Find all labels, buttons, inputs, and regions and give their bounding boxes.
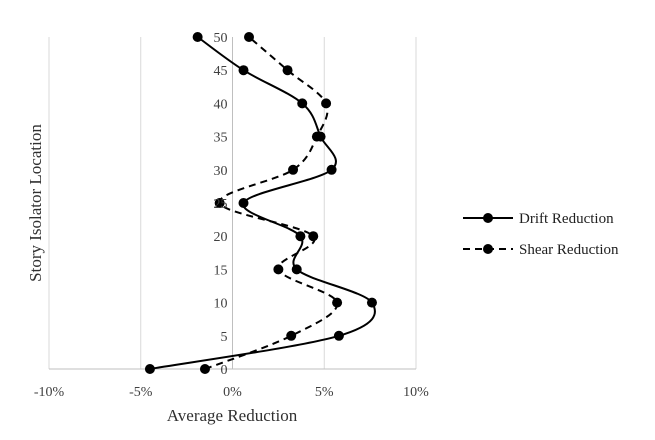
- y-tick-label: 20: [214, 230, 228, 245]
- y-tick-label: 5: [221, 330, 228, 345]
- data-point-shear: [311, 131, 322, 142]
- data-point-drift: [366, 297, 377, 308]
- grid-lines: [48, 37, 417, 369]
- legend-label-shear: Shear Reduction: [519, 242, 619, 258]
- y-tick-label: 40: [214, 97, 228, 112]
- legend-label-drift: Drift Reduction: [519, 211, 614, 227]
- data-point-drift: [238, 198, 249, 208]
- series-line-shear: [204, 36, 339, 370]
- data-point-shear: [288, 164, 299, 175]
- y-tick-label: 25: [214, 197, 228, 212]
- data-point-drift: [326, 164, 337, 175]
- x-axis-title: Average Reduction: [167, 406, 298, 425]
- x-tick-label: -5%: [129, 385, 153, 400]
- tick-labels: -10% -5% 0% 5% 10% 0 5 10 15 20 25 30 35 40 45 50: [34, 31, 429, 400]
- y-tick-label: 30: [214, 164, 228, 179]
- y-tick-label: 50: [214, 31, 228, 46]
- y-tick-label: 15: [214, 263, 228, 278]
- data-point-shear: [214, 198, 225, 208]
- data-point-drift: [297, 98, 308, 109]
- data-point-shear: [332, 297, 343, 308]
- x-tick-label: 10%: [403, 385, 429, 400]
- y-axis-title: Story Isolator Location: [26, 124, 45, 282]
- legend-item-shear: Shear Reduction: [463, 242, 619, 258]
- series-layer: [144, 32, 377, 374]
- data-point-drift: [291, 264, 302, 275]
- plot-area: -10% -5% 0% 5% 10% 0 5 10 15 20 25 30 35 40 45 50: [34, 31, 429, 400]
- x-tick-label: -10%: [34, 385, 65, 400]
- series-line-drift: [149, 36, 376, 370]
- x-tick-label: 0%: [223, 385, 242, 400]
- legend-item-drift: Drift Reduction: [463, 211, 614, 227]
- data-point-shear: [199, 364, 210, 374]
- data-point-shear: [321, 98, 332, 109]
- axes: [49, 37, 416, 370]
- y-tick-label: 0: [221, 363, 228, 378]
- data-point-drift: [238, 65, 249, 76]
- data-point-shear: [286, 330, 297, 341]
- y-tick-label: 45: [214, 64, 228, 79]
- y-tick-label: 10: [214, 297, 228, 312]
- y-tick-label: 35: [214, 131, 228, 146]
- x-tick-label: 5%: [315, 385, 334, 400]
- series-shear: [199, 32, 343, 374]
- data-point-drift: [144, 364, 155, 374]
- data-point-shear: [273, 264, 284, 275]
- data-point-drift: [295, 231, 306, 242]
- data-point-shear: [308, 231, 319, 242]
- data-point-shear: [282, 65, 293, 76]
- legend-marker-shear: [483, 244, 493, 254]
- series-drift: [144, 32, 377, 374]
- data-point-shear: [244, 32, 255, 42]
- data-point-drift: [333, 330, 344, 341]
- legend: Drift Reduction Shear Reduction: [463, 211, 619, 258]
- legend-marker-drift: [483, 213, 493, 223]
- data-point-drift: [192, 32, 203, 42]
